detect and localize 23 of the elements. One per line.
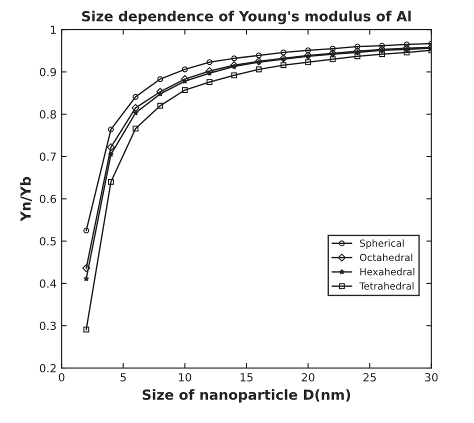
x-tick-label: 5	[120, 373, 126, 382]
legend-label: Spherical	[360, 239, 404, 249]
x-tick-label: 25	[363, 373, 376, 382]
y-tick-label: 1	[50, 26, 56, 34]
y-tick-label: 0.2	[40, 364, 56, 372]
x-tick-label: 0	[58, 373, 64, 382]
y-tick-label: 0.7	[40, 152, 56, 161]
y-tick-label: 0.3	[40, 322, 56, 330]
legend-label: Octahedral	[360, 254, 412, 262]
legend-label: Hexahedral	[360, 268, 414, 276]
y-axis-title: Yn/Yb	[20, 176, 32, 222]
x-tick-label: 15	[240, 373, 253, 382]
x-tick-label: 10	[179, 373, 192, 382]
y-tick-label: 0.5	[40, 237, 56, 246]
y-tick-label: 0.9	[40, 68, 56, 76]
x-axis-title: Size of nanoparticle D(nm)	[142, 389, 350, 403]
y-tick-label: 0.8	[40, 110, 56, 119]
chart-title: Size dependence of Young's modulus of Al	[82, 10, 411, 24]
legend-label: Tetrahedral	[359, 282, 414, 290]
y-tick-label: 0.4	[40, 279, 56, 288]
y-tick-label: 0.6	[40, 194, 56, 204]
x-tick-label: 20	[302, 373, 314, 382]
x-tick-label: 30	[425, 373, 438, 382]
